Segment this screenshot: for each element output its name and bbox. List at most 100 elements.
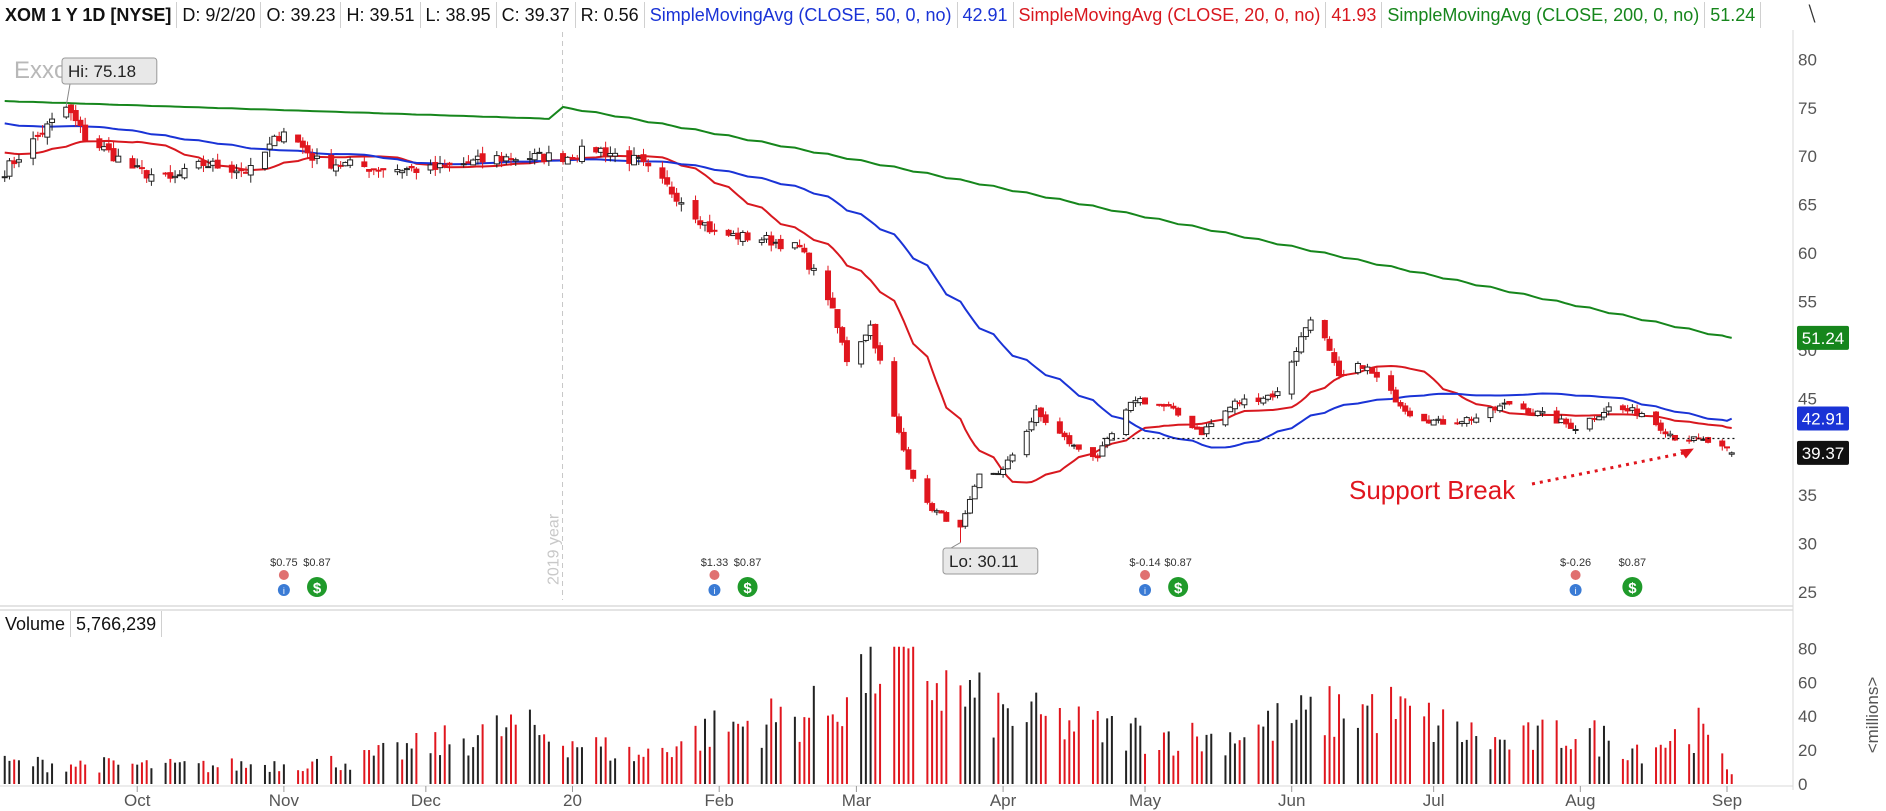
range-readout: R: 0.56 [576,2,645,28]
candle-body [564,156,571,165]
candle [806,252,813,275]
earnings-event-marker: $-0.14 i [1129,557,1161,596]
annotation-arrow-line [1531,451,1687,486]
candle-body [1028,421,1035,431]
candle [834,309,841,334]
candle [110,141,117,162]
candle [1567,418,1574,429]
candle [1231,398,1238,414]
candle [261,151,268,171]
candle [1563,417,1570,428]
candle-body [1440,419,1447,425]
candle-body [266,143,273,150]
candle [976,473,983,489]
candle-body [962,513,969,527]
candle-body [1321,320,1328,339]
candle [67,104,74,121]
volume-label[interactable]: Volume [0,611,72,637]
candle-body [1430,419,1437,426]
price-tag: 51.24 [1797,325,1849,350]
candle-body [725,229,732,236]
event-value-text: $0.87 [1619,557,1647,569]
candle [810,264,817,276]
candle-body [399,170,406,174]
ma200-study-label[interactable]: SimpleMovingAvg (CLOSE, 200, 0, no) [1382,2,1706,28]
price-tag-text: 51.24 [1802,329,1845,348]
earnings-info-glyph: i [713,586,715,596]
candle-body [1004,459,1011,470]
candle [706,214,713,234]
candle-body [1165,404,1172,407]
candle [299,137,306,154]
price-tick-label: 45 [1798,389,1817,408]
candlestick-layer [1,104,1735,543]
candle-body [1009,454,1016,462]
candle-body [96,138,103,149]
candle [361,156,368,168]
candle [664,170,671,187]
candle [72,105,79,127]
candle-body [631,154,638,166]
candle [228,161,235,179]
candle-body [49,118,56,123]
candle [172,170,179,184]
price-tag-text: 42.91 [1802,410,1845,429]
x-tick-label: Jul [1423,791,1445,810]
candle-body [796,244,803,248]
ma50-study-label[interactable]: SimpleMovingAvg (CLOSE, 50, 0, no) [645,2,958,28]
candle [1340,369,1347,377]
candle [34,131,41,141]
candle [1397,400,1404,409]
candle-body [299,140,306,148]
candle [380,168,387,178]
candle [1388,370,1395,395]
candle-body [1719,440,1726,447]
symbol-label[interactable]: XOM 1 Y 1D [NYSE] [0,2,178,28]
candle-body [380,168,387,171]
candle [602,141,609,163]
candle-body [976,473,983,489]
candle [214,153,221,169]
candle-body [1,176,8,179]
candle-body [261,151,268,170]
candle-body [1302,327,1309,338]
candle-body [1369,367,1376,374]
candle [1165,401,1172,407]
candle-body [512,159,519,162]
candle-body [238,169,245,172]
earnings-icon [278,570,289,580]
earnings-info-glyph: i [1575,586,1577,596]
candle-body [172,175,179,179]
event-value-text: $-0.14 [1129,557,1160,569]
dividend-icon [1168,577,1189,597]
volume-tick-label: 20 [1798,741,1817,760]
candle-body [446,162,453,166]
close-readout: C: 39.37 [497,2,576,28]
candle-body [810,267,817,271]
candle-body [645,162,652,167]
candle [872,323,879,354]
candle [238,162,245,178]
candle-body [1586,417,1593,430]
high-readout: H: 39.51 [341,2,421,28]
candle-body [843,340,850,363]
candle [366,168,373,178]
candle [711,223,718,236]
candle [370,168,377,176]
ma20-study-label[interactable]: SimpleMovingAvg (CLOSE, 20, 0, no) [1014,2,1327,28]
candle-body [1336,360,1343,377]
candle-body [971,485,978,500]
candle-body [1340,373,1347,376]
candle-body [1705,437,1712,443]
candle [304,141,311,159]
candle [508,152,515,166]
x-tick-label: May [1129,791,1162,810]
candle-body [1127,401,1134,411]
candle-body [67,104,74,114]
drawing-tool-icon[interactable]: ⧵ [1808,1,1816,28]
candle-body [105,143,112,151]
candle [1,170,8,182]
candle [1061,431,1068,441]
candle [167,165,174,183]
